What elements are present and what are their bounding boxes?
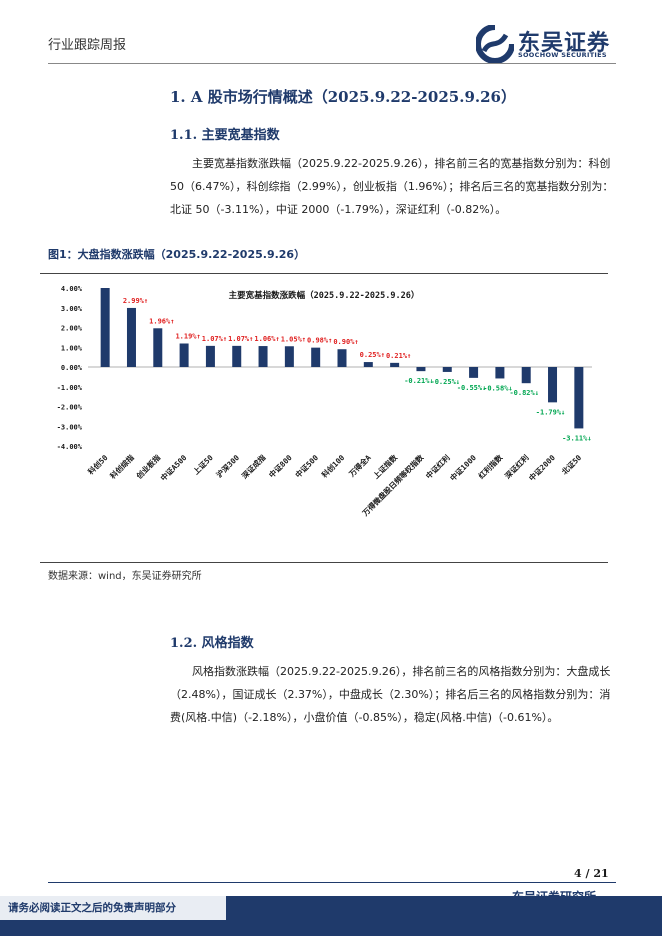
subsection-title-style-index: 1.2. 风格指数: [170, 636, 254, 651]
data-label: 1.07%↑: [228, 335, 253, 343]
chart-bar: [521, 367, 531, 384]
soochow-logo-icon: [476, 25, 514, 63]
data-label: 1.06%↑: [254, 335, 279, 343]
y-tick-label: 4.00%: [61, 285, 83, 293]
header-divider: [48, 63, 616, 64]
data-label: 0.25%↑: [360, 351, 385, 359]
data-label: -1.79%↓: [536, 408, 566, 416]
data-label: 0.90%↑: [333, 338, 358, 346]
report-type-label: 行业跟踪周报: [48, 38, 127, 53]
brand-name-en: SOOCHOW SECURITIES: [518, 51, 607, 59]
y-tick-label: 3.00%: [61, 305, 83, 313]
chart-bar: [495, 367, 505, 379]
footer-bar: 请务必阅读正文之后的免责声明部分: [0, 896, 662, 936]
x-tick-label: 中证800: [267, 452, 295, 480]
chart-bar: [126, 307, 136, 367]
figure-bottom-rule: [40, 562, 608, 563]
x-tick-label: 北证50: [559, 452, 583, 476]
chart-title: 主要宽基指数涨跌幅（2025.9.22-2025.9.26）: [229, 290, 420, 301]
chart-bar: [205, 345, 215, 367]
chart-bar: [548, 367, 558, 403]
y-tick-label: 1.00%: [61, 344, 83, 352]
section-title: 1. A 股市场行情概述（2025.9.22-2025.9.26）: [170, 88, 516, 106]
data-label: -0.25%↓: [431, 378, 461, 386]
chart-bar: [442, 367, 452, 372]
x-tick-label: 中证2000: [526, 452, 557, 483]
brand-logo: 东吴证券 SOOCHOW SECURITIES: [476, 24, 616, 64]
figure-caption: 图1：大盘指数涨跌幅（2025.9.22-2025.9.26）: [48, 248, 306, 261]
broad-index-bar-chart: 主要宽基指数涨跌幅（2025.9.22-2025.9.26） 4.00% 3.00…: [57, 285, 592, 518]
data-label: -0.58%↓: [483, 384, 513, 392]
figure-source: 数据来源：wind，东吴证券研究所: [48, 571, 202, 582]
chart-bar: [363, 362, 373, 367]
x-tick-label: 沪深300: [214, 452, 242, 480]
footer-divider: [48, 882, 616, 883]
disclaimer-notice: 请务必阅读正文之后的免责声明部分: [8, 902, 176, 914]
y-tick-label: -3.00%: [57, 423, 83, 431]
y-tick-label: 2.00%: [61, 325, 83, 333]
y-tick-label: -4.00%: [57, 443, 83, 451]
chart-bar: [311, 347, 321, 367]
data-label: 1.19%↑: [175, 332, 200, 340]
x-tick-label: 万得全A: [346, 452, 373, 479]
chart-bar: [390, 362, 400, 367]
chart-bar: [337, 349, 347, 367]
x-tick-label: 深证成指: [239, 452, 268, 481]
data-label: 2.99%↑: [123, 297, 148, 305]
y-tick-label: -1.00%: [57, 384, 83, 392]
x-tick-label: 中证A500: [158, 452, 189, 483]
data-label: -3.11%↓: [562, 434, 592, 442]
x-tick-label: 红利指数: [476, 452, 505, 481]
x-tick-label: 上证50: [191, 452, 215, 476]
chart-bar: [416, 367, 426, 372]
data-label: 0.98%↑: [307, 337, 332, 345]
chart-bar: [100, 288, 110, 367]
paragraph-broad-index: 主要宽基指数涨跌幅（2025.9.22-2025.9.26），排名前三名的宽基指…: [170, 157, 614, 216]
chart-bar: [258, 346, 268, 367]
x-tick-label: 科创50: [86, 452, 110, 476]
y-tick-label: 0.00%: [61, 364, 83, 372]
data-label: 1.96%↑: [149, 317, 174, 325]
chart-bar: [574, 367, 584, 429]
brand-name-cn: 东吴证券: [518, 31, 611, 56]
y-tick-label: -2.00%: [57, 404, 83, 412]
data-label: -0.55%↓: [457, 384, 487, 392]
x-tick-label: 中证500: [293, 452, 321, 480]
data-label: -0.21%↓: [404, 377, 434, 385]
data-label: -0.82%↓: [509, 389, 539, 397]
chart-bar: [469, 367, 479, 378]
page-number: 4 / 21: [574, 867, 609, 880]
x-tick-label: 科创综指: [108, 452, 137, 481]
x-tick-label: 科创100: [319, 452, 347, 480]
paragraph-style-index: 风格指数涨跌幅（2025.9.22-2025.9.26），排名前三名的风格指数分…: [170, 665, 611, 724]
chart-bar: [179, 343, 189, 367]
chart-bar: [153, 328, 163, 367]
data-label: 1.05%↑: [281, 335, 306, 343]
subsection-title-broad-index: 1.1. 主要宽基指数: [170, 128, 280, 143]
chart-bar: [284, 346, 294, 367]
figure-top-rule: [40, 273, 608, 274]
data-label: 1.07%↑: [202, 335, 227, 343]
chart-bar: [232, 345, 242, 367]
x-tick-label: 中证1000: [448, 452, 479, 483]
data-label: 0.21%↑: [386, 352, 411, 360]
